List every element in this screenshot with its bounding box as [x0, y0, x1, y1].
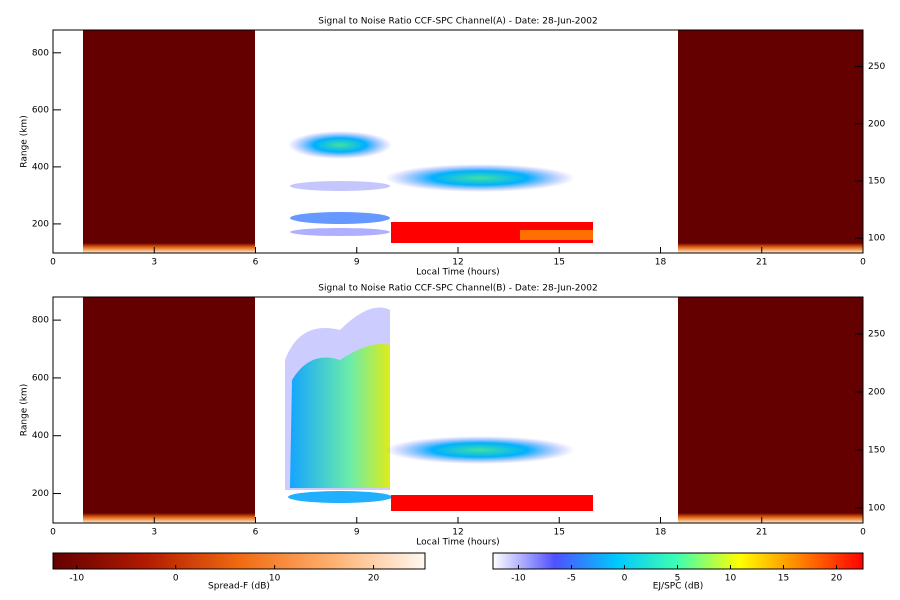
y2-tick-label: 200: [868, 388, 885, 398]
y-tick-label: 800: [32, 316, 49, 326]
y2-tick-label: 100: [868, 234, 885, 244]
x-tick-label: 12: [452, 528, 463, 538]
x-axis-label: Local Time (hours): [416, 538, 499, 548]
x-tick-label: 0: [50, 258, 56, 268]
colorbar-tick-label: -5: [567, 574, 576, 584]
heatmap-a: [83, 30, 863, 253]
y2-tick-label: 200: [868, 119, 885, 129]
y-tick-label: 800: [32, 48, 49, 58]
y2-tick-label: 150: [868, 445, 885, 455]
colorbar-tick-label: 10: [725, 574, 737, 584]
y-tick-label: 400: [32, 431, 49, 441]
colorbar-label: EJ/SPC (dB): [653, 582, 704, 592]
x-axis-label: Local Time (hours): [416, 268, 499, 278]
colorbar-tick-label: -10: [511, 574, 526, 584]
colorbar-tick-label: 0: [173, 574, 179, 584]
x-tick-label: 21: [756, 528, 767, 538]
colorbar-tick-label: 20: [831, 574, 843, 584]
colorbar-tick-label: 15: [778, 574, 789, 584]
y-tick-label: 400: [32, 162, 49, 172]
colorbar-tick-label: 10: [269, 574, 281, 584]
colorbar-tick-label: 20: [368, 574, 380, 584]
x-tick-label: 15: [554, 258, 565, 268]
x-tick-label: 3: [151, 258, 157, 268]
x-tick-label: 12: [452, 258, 463, 268]
colorbar: [492, 552, 864, 570]
x-tick-label: 15: [554, 528, 565, 538]
chart-title: Signal to Noise Ratio CCF-SPC Channel(B)…: [318, 284, 597, 294]
heatmap-b: [83, 297, 863, 523]
y2-tick-label: 150: [868, 176, 885, 186]
y2-tick-label: 250: [868, 330, 885, 340]
y-tick-label: 600: [32, 105, 49, 115]
y-tick-label: 200: [32, 219, 49, 229]
y2-tick-label: 250: [868, 62, 885, 72]
x-tick-label: 0: [860, 528, 866, 538]
x-tick-label: 9: [354, 528, 360, 538]
x-tick-label: 0: [860, 258, 866, 268]
x-tick-label: 9: [354, 258, 360, 268]
y-tick-label: 600: [32, 373, 49, 383]
colorbar-tick-label: -10: [69, 574, 84, 584]
y-axis-label: Range (km): [20, 384, 30, 436]
y-axis-label: Range (km): [20, 115, 30, 167]
x-tick-label: 21: [756, 258, 767, 268]
x-tick-label: 3: [151, 528, 157, 538]
y-tick-label: 200: [32, 489, 49, 499]
x-tick-label: 18: [655, 258, 667, 268]
x-tick-label: 0: [50, 528, 56, 538]
chart-title: Signal to Noise Ratio CCF-SPC Channel(A)…: [318, 17, 597, 27]
colorbar-label: Spread-F (dB): [208, 582, 270, 592]
x-tick-label: 18: [655, 528, 667, 538]
colorbar-tick-label: 0: [622, 574, 628, 584]
x-tick-label: 6: [253, 258, 259, 268]
x-tick-label: 6: [253, 528, 259, 538]
colorbar: [52, 552, 426, 570]
colorbar-tick-label: 5: [675, 574, 681, 584]
y2-tick-label: 100: [868, 503, 885, 513]
